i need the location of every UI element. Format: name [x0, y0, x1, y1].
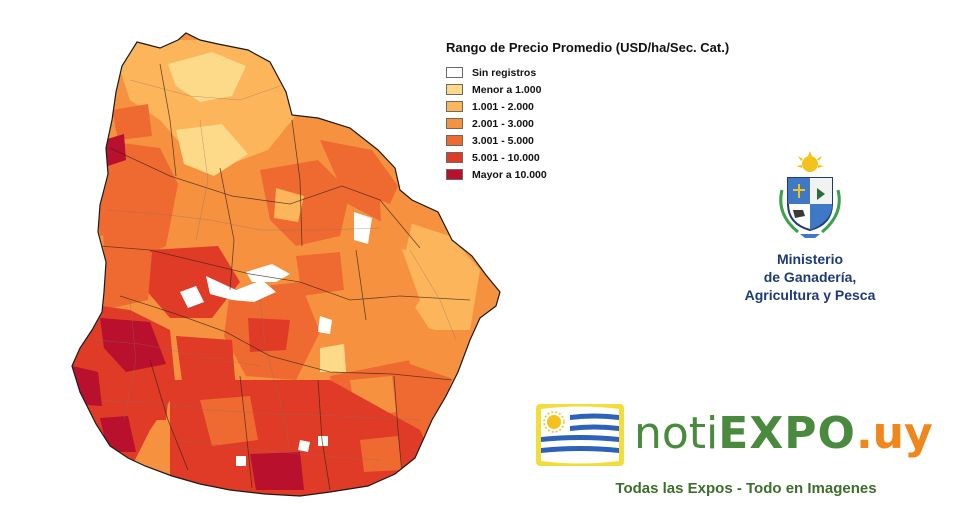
notiexpo-logo[interactable]: notiEXPO.uy [536, 402, 966, 472]
uruguay-price-map [71, 32, 501, 497]
legend-item: 1.001 - 2.000 [446, 98, 729, 115]
legend-label: 1.001 - 2.000 [472, 100, 534, 113]
ministry-block: Ministerio de Ganadería, Agricultura y P… [720, 150, 900, 304]
legend-swatch [446, 135, 463, 146]
coat-of-arms-icon [779, 151, 841, 238]
map-legend: Rango de Precio Promedio (USD/ha/Sec. Ca… [446, 40, 729, 183]
ministry-name-line-1: Ministerio [776, 251, 844, 267]
ministry-name-line-2: de Ganadería, [763, 269, 857, 285]
legend-label: 5.001 - 10.000 [472, 151, 540, 164]
legend-label: Sin registros [472, 66, 537, 79]
legend-swatch [446, 84, 463, 95]
legend-swatch [446, 169, 463, 180]
legend-item: 3.001 - 5.000 [446, 132, 729, 149]
legend-label: 2.001 - 3.000 [472, 117, 534, 130]
legend-item: Menor a 1.000 [446, 81, 729, 98]
legend-title: Rango de Precio Promedio (USD/ha/Sec. Ca… [446, 40, 730, 55]
legend-items: Sin registros Menor a 1.000 1.001 - 2.000 2… [446, 64, 729, 183]
brand-wordmark: notiEXPO.uy [634, 408, 933, 460]
legend-item: 5.001 - 10.000 [446, 149, 729, 166]
legend-swatch [446, 101, 463, 112]
legend-swatch [446, 67, 463, 78]
legend-label: 3.001 - 5.000 [472, 134, 534, 147]
legend-swatch [446, 152, 463, 163]
ministry-name-line-3: Agricultura y Pesca [744, 287, 876, 303]
legend-label: Mayor a 10.000 [472, 168, 547, 181]
legend-swatch [446, 118, 463, 129]
brand-uy: .uy [855, 408, 933, 459]
brand-expo: EXPO [718, 408, 856, 459]
legend-item: 2.001 - 3.000 [446, 115, 729, 132]
brand-noti: noti [634, 408, 719, 459]
brand-tagline: Todas las Expos - Todo en Imagenes [615, 480, 877, 497]
legend-item: Sin registros [446, 64, 729, 81]
uruguay-flag-icon [536, 404, 624, 466]
legend-label: Menor a 1.000 [472, 83, 542, 96]
legend-item: Mayor a 10.000 [446, 166, 729, 183]
